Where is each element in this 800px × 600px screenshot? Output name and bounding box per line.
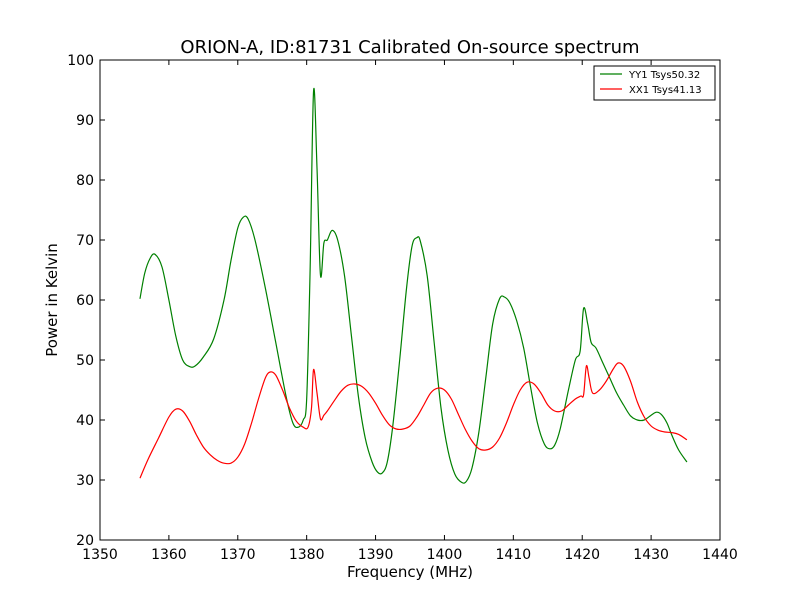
- y-tick-label: 100: [67, 53, 94, 69]
- legend: YY1 Tsys50.32 XX1 Tsys41.13: [593, 65, 716, 101]
- x-tick-label: 1410: [496, 547, 532, 563]
- x-tick-label: 1420: [564, 547, 600, 563]
- y-tick-label: 20: [76, 533, 94, 549]
- y-tick-label: 40: [76, 413, 94, 429]
- y-tick-label: 80: [76, 173, 94, 189]
- legend-label-xx1: XX1 Tsys41.13: [629, 85, 702, 96]
- x-tick-label: 1360: [151, 547, 187, 563]
- x-tick-label: 1400: [427, 547, 463, 563]
- x-tick-label: 1430: [633, 547, 669, 563]
- plot-frame: [99, 59, 721, 541]
- y-tick-label: 30: [76, 473, 94, 489]
- y-axis-label: Power in Kelvin: [43, 243, 61, 357]
- series-line-xx1: [139, 362, 688, 479]
- legend-box: [593, 65, 716, 101]
- x-axis-label: Frequency (MHz): [347, 563, 473, 581]
- y-tick-label: 60: [76, 293, 94, 309]
- y-tick-label: 90: [76, 113, 94, 129]
- chart-title: ORION-A, ID:81731 Calibrated On-source s…: [180, 37, 639, 58]
- series-layer: [139, 87, 688, 484]
- x-tick-label: 1350: [82, 547, 118, 563]
- legend-label-yy1: YY1 Tsys50.32: [628, 70, 700, 81]
- x-tick-label: 1440: [702, 547, 738, 563]
- ticks-layer: 1350 1360 1370 1380 1390 1400 1410 1420 1430 1440…: [67, 53, 738, 563]
- x-tick-label: 1380: [289, 547, 325, 563]
- y-tick-label: 70: [76, 233, 94, 249]
- plot-area: 1350 1360 1370 1380 1390 1400 1410 1420 1430 1440…: [67, 53, 738, 563]
- y-tick-label: 50: [76, 353, 94, 369]
- x-tick-label: 1390: [358, 547, 394, 563]
- x-tick-label: 1370: [220, 547, 256, 563]
- series-line-yy1: [139, 87, 688, 484]
